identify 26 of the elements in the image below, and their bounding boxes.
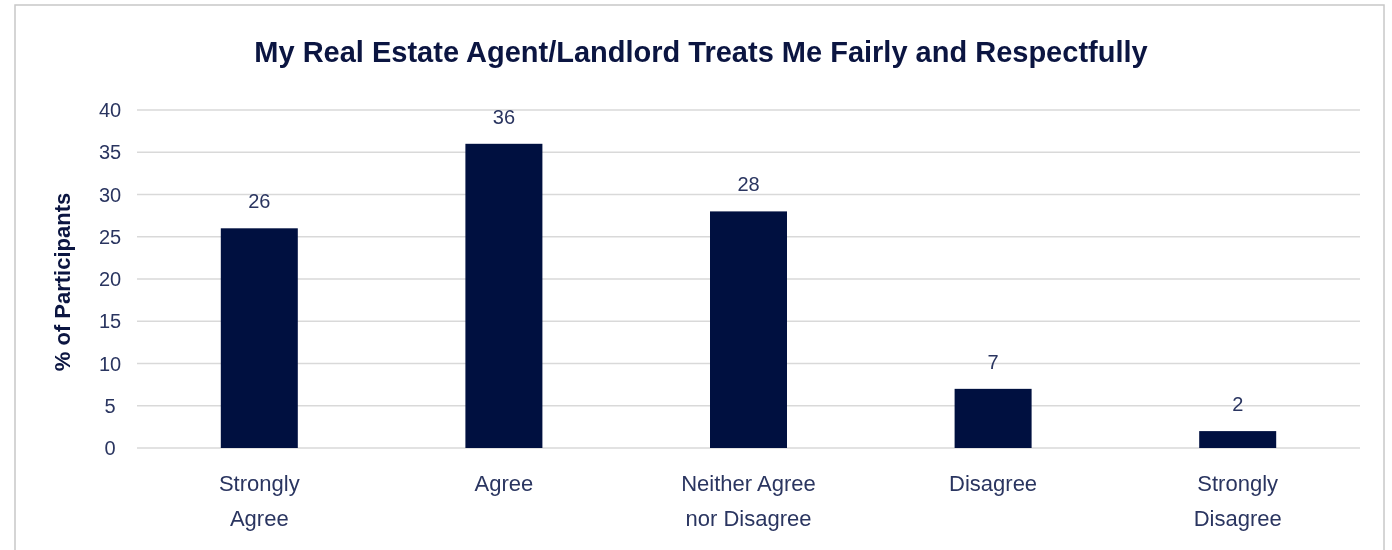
bar — [710, 211, 787, 448]
chart-title: My Real Estate Agent/Landlord Treats Me Fairly and Respectfully — [254, 36, 1148, 68]
bar — [220, 228, 298, 448]
y-tick-label: 0 — [104, 437, 116, 459]
y-tick-label: 15 — [98, 310, 122, 333]
bar — [1199, 431, 1277, 448]
y-tick-label: 10 — [98, 352, 122, 375]
data-label: 26 — [248, 190, 271, 213]
x-tick-label: Strongly Disagree — [1193, 471, 1282, 531]
y-axis-title: % of Participants — [50, 192, 75, 372]
data-label: 36 — [492, 105, 516, 128]
y-tick-label: 5 — [104, 394, 116, 417]
x-tick-label: Agree — [474, 471, 534, 496]
y-tick-label: 25 — [98, 225, 122, 248]
y-tick-label: 20 — [98, 268, 122, 290]
x-tick-label: Strongly Agree — [218, 471, 300, 531]
x-tick-label: Disagree — [949, 471, 1038, 496]
data-label: 28 — [737, 173, 760, 196]
y-tick-label: 35 — [98, 141, 122, 164]
data-label: 2 — [1232, 393, 1244, 416]
y-tick-label: 40 — [98, 99, 122, 121]
data-label: 7 — [987, 350, 999, 373]
y-tick-label: 30 — [98, 183, 122, 206]
bar — [465, 143, 543, 448]
x-tick-label: Neither Agree nor Disagree — [681, 471, 816, 531]
bar — [954, 388, 1032, 448]
